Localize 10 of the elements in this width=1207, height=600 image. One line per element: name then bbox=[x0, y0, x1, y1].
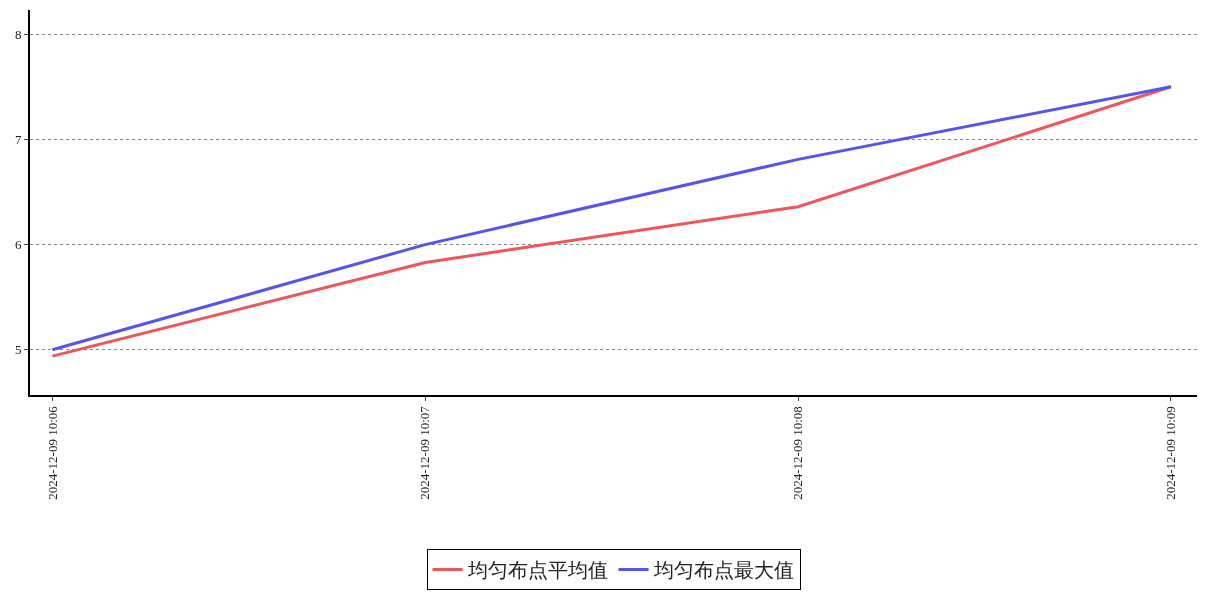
y-tick-label: 6 bbox=[14, 237, 22, 253]
legend-label: 均匀布点最大值 bbox=[652, 559, 794, 582]
legend-label: 均匀布点平均值 bbox=[466, 559, 608, 582]
x-tick-label: 2024-12-09 10:06 bbox=[44, 405, 60, 500]
y-tick-label: 5 bbox=[14, 342, 22, 358]
y-tick-label: 8 bbox=[14, 26, 22, 42]
x-tick-label: 2024-12-09 10:07 bbox=[417, 405, 433, 500]
x-tick-label: 2024-12-09 10:08 bbox=[790, 406, 806, 500]
y-tick-label: 7 bbox=[14, 131, 22, 147]
x-tick-label: 2024-12-09 10:09 bbox=[1163, 406, 1179, 500]
